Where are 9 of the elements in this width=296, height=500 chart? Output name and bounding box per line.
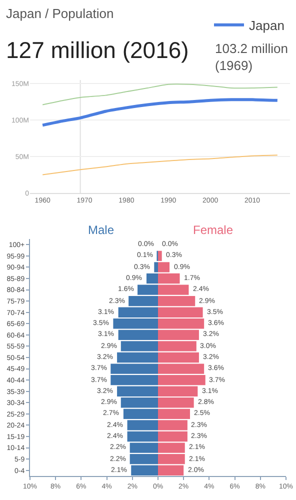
text: Female	[193, 223, 234, 237]
text: 103.2 million (1969)	[215, 41, 288, 73]
text: Male	[88, 223, 114, 237]
chart-title: 127 million (2016)	[6, 37, 189, 64]
line-series	[42, 154, 278, 176]
legend-label: Japan	[249, 18, 284, 33]
chart-subtitle: Japan / Population	[6, 6, 114, 21]
line-series	[41, 98, 279, 127]
line-series	[42, 84, 278, 106]
